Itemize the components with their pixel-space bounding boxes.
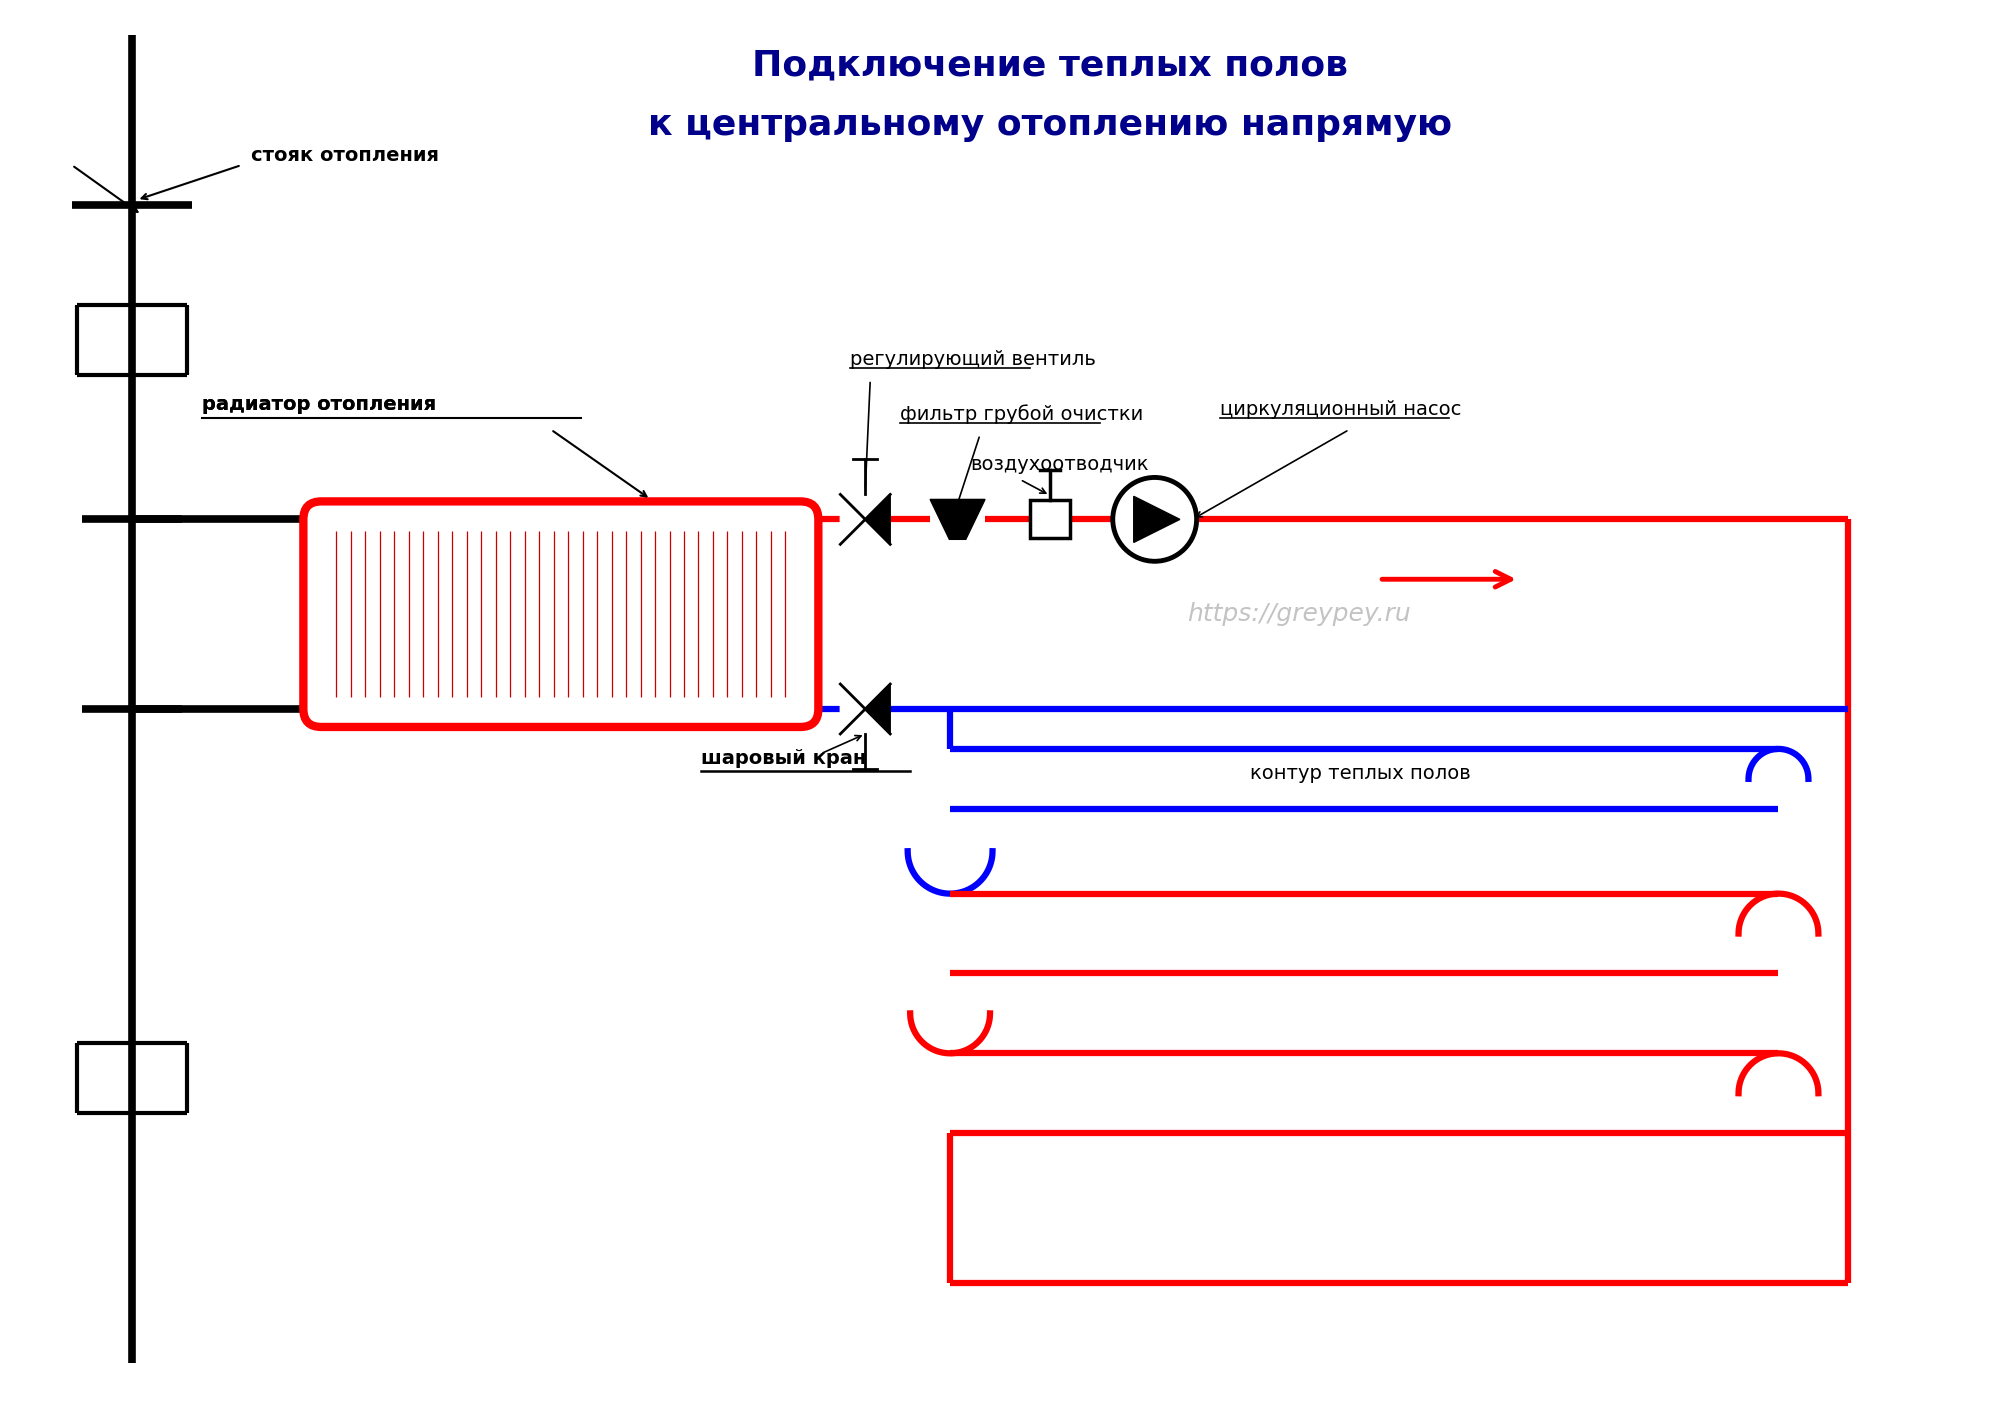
Text: https://greypey.ru: https://greypey.ru (1187, 602, 1411, 626)
Polygon shape (1133, 496, 1179, 543)
Polygon shape (865, 495, 889, 544)
Text: фильтр грубой очистки: фильтр грубой очистки (899, 404, 1143, 424)
Polygon shape (929, 499, 985, 539)
Polygon shape (865, 684, 889, 734)
FancyBboxPatch shape (1029, 501, 1069, 539)
Text: радиатор отопления: радиатор отопления (202, 395, 436, 414)
Text: стояк отопления: стояк отопления (252, 146, 440, 164)
Circle shape (1113, 478, 1197, 561)
FancyBboxPatch shape (304, 502, 817, 727)
Text: циркуляционный насос: циркуляционный насос (1219, 400, 1461, 419)
Text: Подключение теплых полов: Подключение теплых полов (751, 48, 1347, 82)
Text: регулирующий вентиль: регулирующий вентиль (849, 351, 1095, 369)
Text: контур теплых полов: контур теплых полов (1249, 765, 1469, 783)
Text: воздухоотводчик: воздухоотводчик (969, 455, 1149, 474)
Text: радиатор отопления: радиатор отопления (202, 395, 436, 414)
Text: шаровый кран: шаровый кран (699, 749, 865, 768)
Polygon shape (839, 684, 865, 734)
Text: к центральному отоплению напрямую: к центральному отоплению напрямую (647, 107, 1451, 143)
Polygon shape (839, 495, 865, 544)
